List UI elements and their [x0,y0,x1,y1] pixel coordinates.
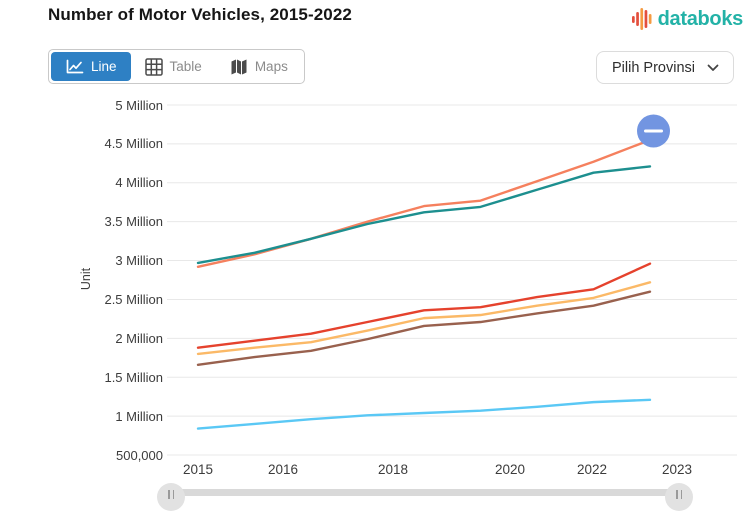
tab-line[interactable]: Line [51,52,131,81]
view-switcher: Line Table Maps [48,49,305,84]
series-line-teal [196,165,652,265]
scrollbar-left-grip[interactable] [157,483,185,511]
databoks-logo[interactable]: databoks [631,6,743,32]
chevron-down-icon [707,64,719,71]
page-title: Number of Motor Vehicles, 2015-2022 [48,5,352,24]
tab-maps[interactable]: Maps [216,52,302,81]
series-line-sky [196,398,652,430]
y-tick-label: 3.5 Million [104,214,163,230]
x-tick-label: 2023 [661,462,693,477]
series-line-coral [196,138,652,268]
databoks-logo-icon [631,8,652,30]
y-tick-label: 1 Million [115,408,163,424]
series-line-amber [196,281,652,356]
x-tick-label: 2020 [494,462,526,477]
series-line-brown [196,290,652,366]
province-selector-label: Pilih Provinsi [612,59,695,76]
y-tick-label: 2 Million [115,330,163,346]
databoks-logo-text: databoks [657,7,744,30]
y-tick-label: 500,000 [116,447,163,463]
y-tick-label: 1.5 Million [104,369,163,385]
x-tick-label: 2016 [267,462,299,477]
y-axis-title: Unit [79,267,93,291]
tab-table[interactable]: Table [131,52,216,81]
x-tick-label: 2022 [576,462,608,477]
y-tick-label: 3 Million [115,253,163,269]
series-line-red [196,262,652,349]
scrollbar-right-grip[interactable] [665,483,693,511]
y-tick-label: 4 Million [115,175,163,191]
y-tick-label: 4.5 Million [104,136,163,152]
line-chart-icon [66,59,84,73]
province-selector[interactable]: Pilih Provinsi [596,51,734,84]
tab-table-label: Table [169,59,202,74]
scrollbar-track[interactable] [178,489,683,496]
tab-line-label: Line [91,59,117,74]
table-icon [144,57,163,76]
collapse-annotation-marker[interactable] [637,114,670,148]
x-tick-label: 2018 [377,462,409,477]
y-tick-label: 2.5 Million [104,291,163,307]
tab-maps-label: Maps [254,59,288,74]
maps-icon [231,59,247,74]
y-tick-label: 5 Million [115,97,163,113]
x-tick-label: 2015 [182,462,214,477]
